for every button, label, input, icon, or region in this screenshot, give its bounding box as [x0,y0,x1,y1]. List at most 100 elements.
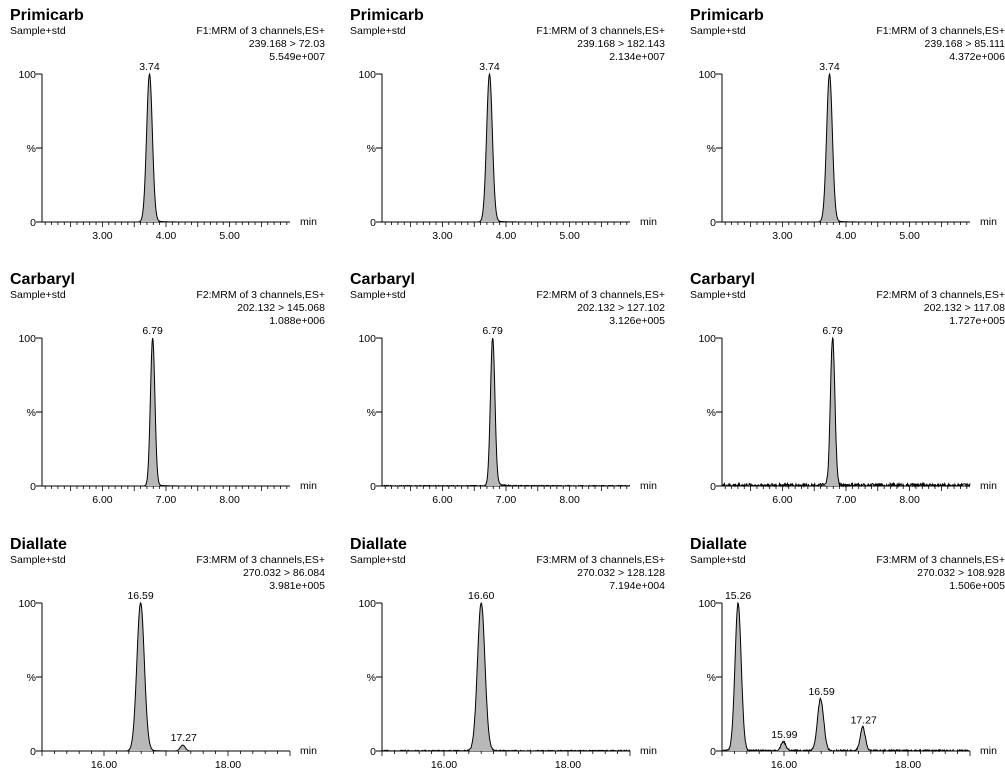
x-tick-label: 3.00 [772,230,793,242]
intensity-label: 1.506e+005 [949,580,1005,592]
y-tick-label-0: 0 [30,481,36,493]
y-tick-label-0: 0 [710,746,716,758]
peak-label: 16.59 [127,590,153,602]
y-tick-label-percent: % [707,407,716,419]
peak-label: 3.74 [479,61,500,73]
peak-area [481,74,498,222]
y-tick-label-100: 100 [358,598,376,610]
intensity-label: 1.088e+006 [269,315,325,327]
x-tick-label: 3.00 [432,230,453,242]
peak-label: 16.59 [808,686,834,698]
x-axis-unit: min [300,216,317,228]
intensity-label: 2.134e+007 [609,51,665,63]
x-tick-label: 8.00 [559,494,580,506]
y-tick-label-0: 0 [370,746,376,758]
x-axis-unit: min [980,745,997,757]
x-tick-label: 5.00 [219,230,240,242]
peak-area [141,74,158,222]
transition-label: 202.132 > 127.102 [577,302,665,314]
x-axis-unit: min [300,745,317,757]
function-label: F2:MRM of 3 channels,ES+ [536,289,665,301]
intensity-label: 7.194e+004 [609,580,665,592]
x-tick-label: 7.00 [156,494,177,506]
y-tick-label-0: 0 [710,217,716,229]
peak-label: 16.60 [468,590,494,602]
sample-label: Sample+std [690,25,746,37]
peak-label: 3.74 [819,61,840,73]
intensity-label: 1.727e+005 [949,315,1005,327]
peak-label: 15.99 [771,729,797,741]
chromatogram-trace [42,72,290,223]
function-label: F1:MRM of 3 channels,ES+ [536,25,665,37]
x-tick-label: 16.00 [91,759,117,771]
x-tick-label: 6.00 [432,494,453,506]
transition-label: 270.032 > 128.128 [577,567,665,579]
intensity-label: 3.126e+005 [609,315,665,327]
x-tick-label: 8.00 [899,494,920,506]
compound-title: Primicarb [10,7,84,24]
chromatogram-trace [381,601,631,752]
y-tick-label-100: 100 [698,69,716,81]
peak-area [821,74,838,222]
x-tick-label: 4.00 [156,230,177,242]
compound-title: Carbaryl [690,271,755,288]
x-tick-label: 5.00 [559,230,580,242]
peak-label: 17.27 [851,714,877,726]
x-axis-unit: min [980,480,997,492]
x-tick-label: 7.00 [836,494,857,506]
x-axis-unit: min [300,480,317,492]
y-tick-label-0: 0 [370,217,376,229]
intensity-label: 4.372e+006 [949,51,1005,63]
function-label: F3:MRM of 3 channels,ES+ [196,554,325,566]
x-axis-unit: min [640,745,657,757]
x-tick-label: 6.00 [772,494,793,506]
chromatogram-trace [42,337,290,487]
y-tick-label-percent: % [367,143,376,155]
peak-label: 17.27 [171,732,197,744]
function-label: F2:MRM of 3 channels,ES+ [876,289,1005,301]
function-label: F1:MRM of 3 channels,ES+ [196,25,325,37]
chromatogram-trace [721,601,970,753]
peak-area [470,603,493,751]
x-axis-unit: min [640,480,657,492]
function-label: F2:MRM of 3 channels,ES+ [196,289,325,301]
compound-title: Diallate [350,536,407,553]
chromatogram-trace [721,336,971,488]
x-tick-label: 16.00 [771,759,797,771]
sample-label: Sample+std [10,25,66,37]
y-tick-label-percent: % [27,407,36,419]
y-tick-label-100: 100 [18,333,36,345]
transition-label: 239.168 > 72.03 [249,38,325,50]
x-tick-label: 4.00 [836,230,857,242]
chromatogram-trace [722,72,970,223]
transition-label: 270.032 > 108.928 [917,567,1005,579]
compound-title: Primicarb [350,7,424,24]
compound-title: Carbaryl [350,271,415,288]
y-tick-label-100: 100 [698,598,716,610]
y-tick-label-0: 0 [710,481,716,493]
peak-area [728,603,748,751]
x-tick-label: 7.00 [496,494,517,506]
y-tick-label-0: 0 [30,746,36,758]
chromatogram-trace [381,337,631,487]
sample-label: Sample+std [690,554,746,566]
x-tick-label: 5.00 [899,230,920,242]
compound-title: Diallate [10,536,67,553]
transition-label: 202.132 > 145.068 [237,302,325,314]
sample-label: Sample+std [10,554,66,566]
transition-label: 239.168 > 182.143 [577,38,665,50]
y-tick-label-percent: % [707,143,716,155]
sample-label: Sample+std [350,554,406,566]
y-tick-label-percent: % [707,672,716,684]
y-tick-label-100: 100 [698,333,716,345]
x-tick-label: 18.00 [215,759,241,771]
x-axis-unit: min [640,216,657,228]
sample-label: Sample+std [690,289,746,301]
